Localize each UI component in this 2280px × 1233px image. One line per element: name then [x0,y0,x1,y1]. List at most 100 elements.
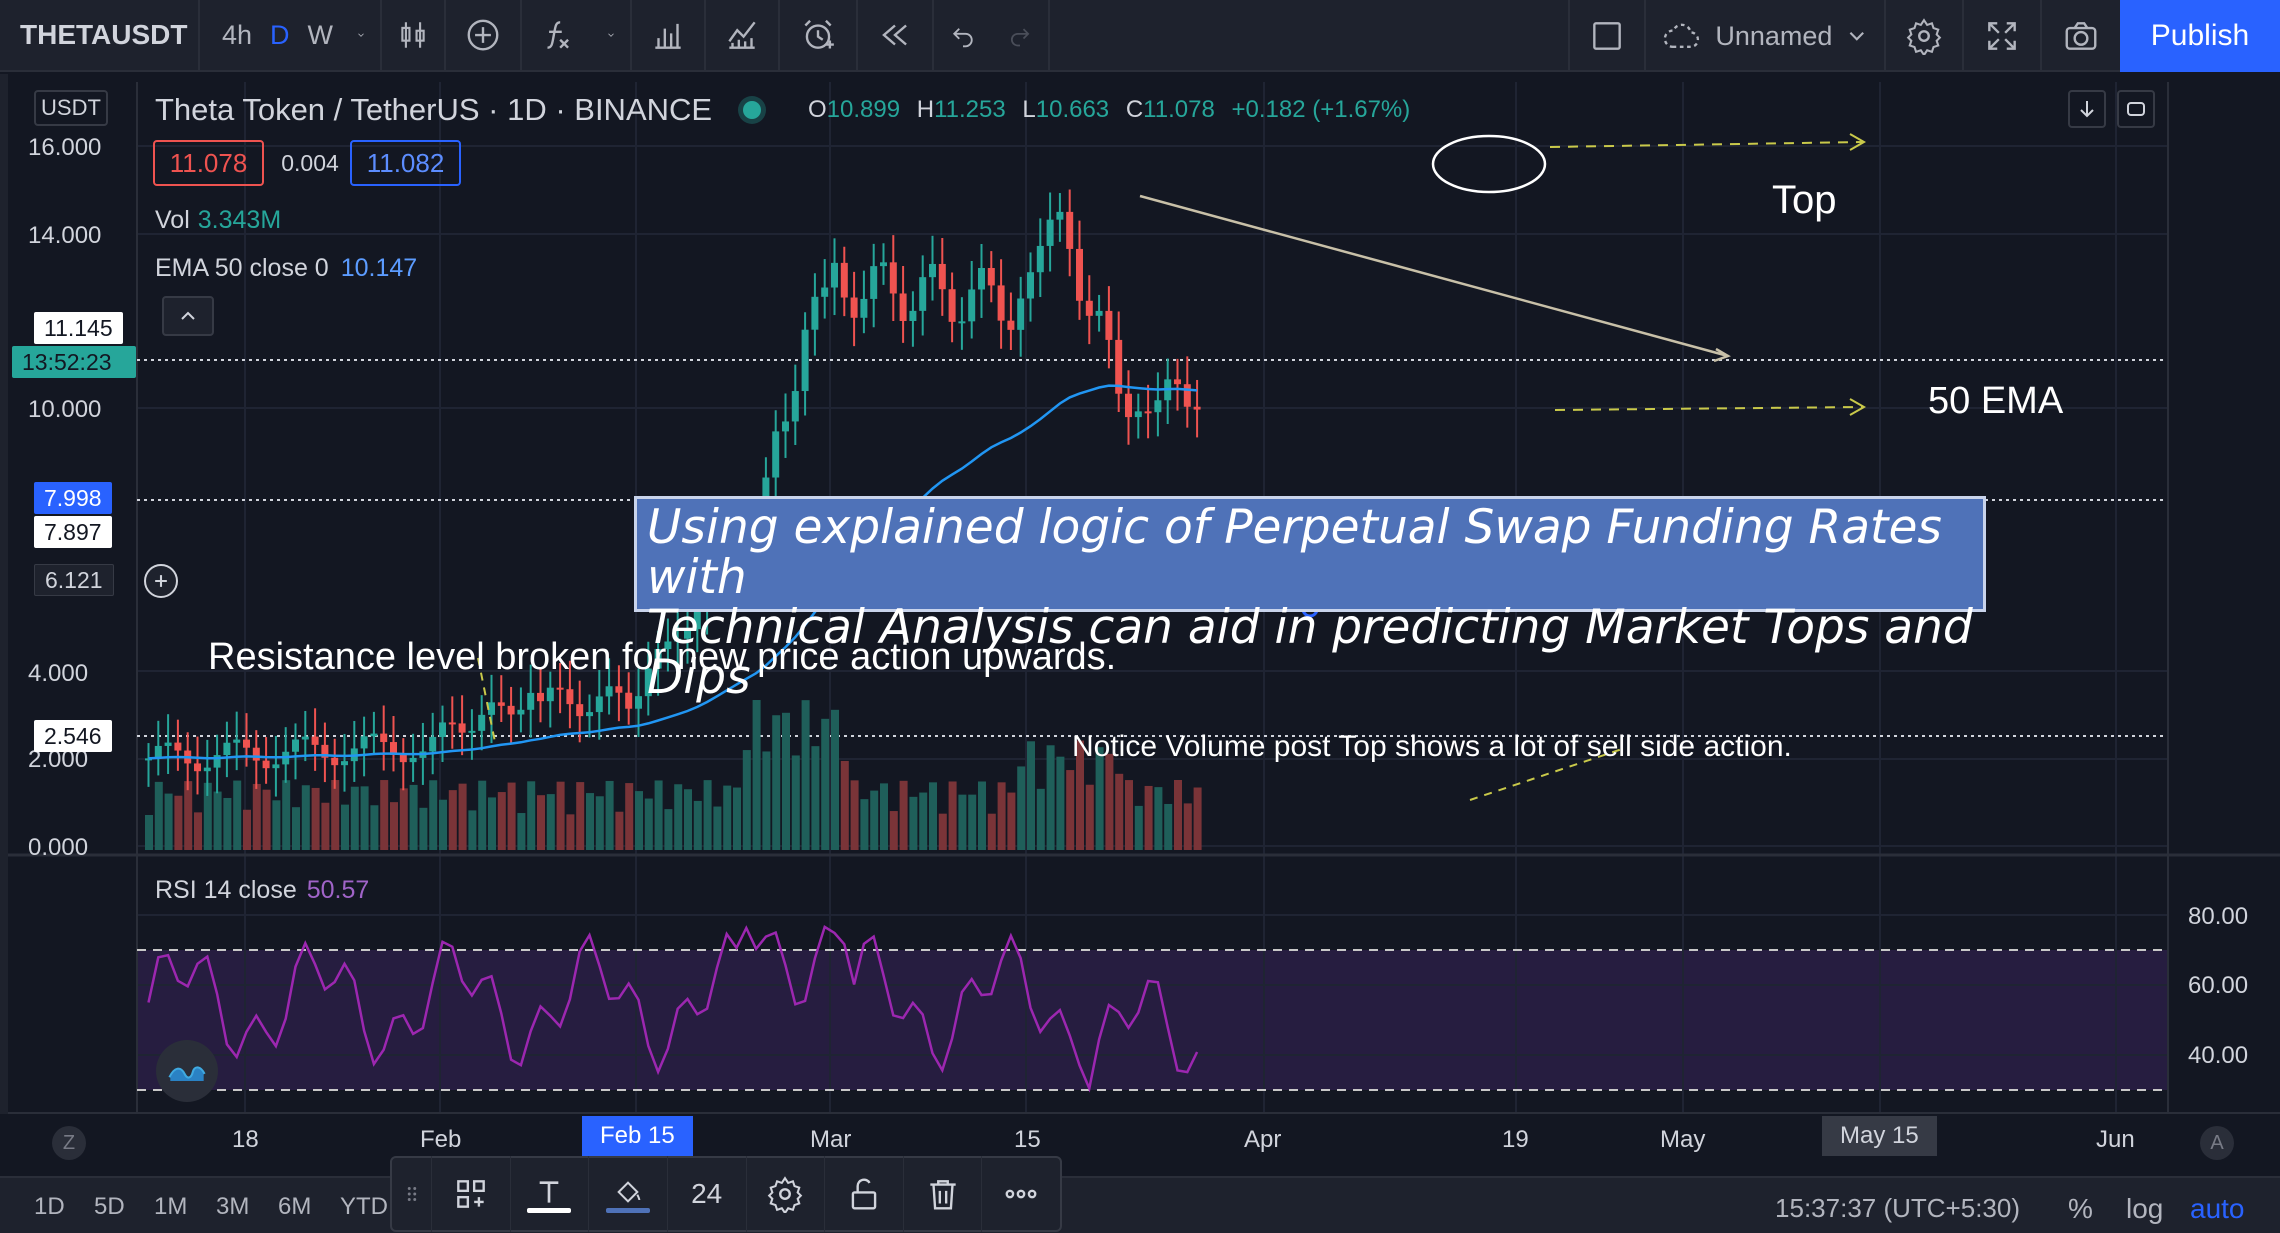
maximize-pane-button[interactable] [2117,90,2155,128]
ema-legend[interactable]: EMA 50 close 0 10.147 [155,254,418,282]
drag-handle[interactable] [392,1156,432,1232]
template-button[interactable] [432,1156,511,1232]
indicators-button[interactable] [522,0,592,71]
price-label: 4.000 [28,660,89,687]
log-toggle[interactable]: log [2126,1193,2164,1224]
range-1m[interactable]: 1M [154,1193,188,1220]
save-layout-button[interactable]: Unnamed [1646,0,1886,72]
symbol-legend[interactable]: Theta Token / TetherUS · 1D · BINANCE [155,92,783,128]
chart-area[interactable] [0,74,2280,1114]
time-axis-highlight[interactable]: Feb 15 [582,1116,693,1156]
text-icon [540,1180,559,1203]
compare-button[interactable] [446,0,523,71]
fullscreen-button[interactable] [1964,0,2042,72]
publish-button[interactable]: Publish [2120,0,2280,72]
price-tag-11145[interactable]: 11.145 [34,312,123,344]
paint-bucket-icon [617,1180,641,1203]
more-options-button[interactable] [982,1156,1060,1232]
callout-line-1: Using explained logic of Perpetual Swap … [647,500,1942,605]
redo-button[interactable] [992,0,1051,71]
range-5d[interactable]: 5D [94,1193,125,1220]
settings-button[interactable] [1886,0,1964,72]
chart-canvas[interactable] [0,74,2280,1114]
chevron-down-icon [1850,32,1865,41]
time-label: Jun [2096,1126,2135,1153]
timezone-clock[interactable]: 15:37:37 (UTC+5:30) [1775,1193,2020,1223]
ohlc-values: O10.899 H11.253 L10.663 C11.078 +0.182 (… [808,96,1411,123]
top-highlight-ellipse[interactable] [1431,134,1547,194]
ema-annotation[interactable]: 50 EMA [1928,380,2064,422]
top-toolbar: THETAUSDT 4h D W Unnamed [0,0,2280,72]
interval-4h[interactable]: 4h [222,19,253,50]
gear-icon [1906,18,1942,55]
rsi-legend[interactable]: RSI 14 close 50.57 [155,876,370,904]
text-color-button[interactable] [511,1156,590,1232]
sell-price-box[interactable]: 11.078 [153,140,264,186]
market-status-dot[interactable] [742,101,761,120]
font-size-button[interactable]: 24 [668,1156,747,1232]
price-label: 0.000 [28,834,89,861]
undo-button[interactable] [934,0,992,71]
delete-drawing-button[interactable] [904,1156,983,1232]
interval-w[interactable]: W [307,19,334,50]
range-6m[interactable]: 6M [278,1193,312,1220]
time-label: 18 [232,1126,259,1153]
trendline[interactable] [1139,194,1729,358]
volume-annotation[interactable]: Notice Volume post Top shows a lot of se… [1072,730,1792,763]
volume-pointer[interactable] [1469,747,1626,801]
range-1d[interactable]: 1D [34,1193,65,1220]
gear-icon [768,1176,803,1213]
indicators-dropdown[interactable] [592,0,633,71]
a-button[interactable]: A [2200,1126,2234,1160]
layout-button[interactable] [1568,0,1646,72]
rsi-line[interactable] [147,924,1199,1093]
rsi-band [137,950,2167,1090]
z-button[interactable]: Z [52,1126,86,1160]
tradingview-logo-icon [168,1066,206,1081]
scroll-to-latest-button[interactable] [2068,90,2106,128]
line-chart-icon [728,21,756,49]
alarm-clock-icon [804,19,834,49]
volume-legend[interactable]: Vol 3.343M [155,206,282,234]
price-label: 16.000 [28,134,102,161]
more-dots-icon [1005,1189,1037,1199]
grid-plus-icon [456,1180,485,1208]
resistance-annotation[interactable]: Resistance level broken for new price ac… [208,636,1117,678]
financials-button[interactable] [632,0,707,71]
add-price-line-button[interactable] [144,564,178,598]
auto-scale-toggle[interactable]: auto [2190,1193,2245,1224]
fill-color-button[interactable] [589,1156,668,1232]
unlock-icon [851,1178,877,1210]
ema-50-line[interactable] [148,384,1198,760]
range-3m[interactable]: 3M [216,1193,250,1220]
lock-drawing-button[interactable] [825,1156,904,1232]
rsi-axis-label: 40.00 [2188,1042,2249,1069]
interval-d[interactable]: D [270,19,290,50]
price-tag-2546[interactable]: 2.546 [34,720,112,752]
redo-icon [1011,28,1030,47]
candles-icon [401,22,425,48]
tradingview-logo[interactable] [156,1040,218,1102]
snapshot-button[interactable] [2042,0,2120,72]
price-tag-7998[interactable]: 7.998 [34,482,112,514]
templates-button[interactable] [706,0,781,71]
replay-button[interactable] [858,0,935,71]
price-tag-7897[interactable]: 7.897 [34,516,112,548]
callout-annotation[interactable]: Using explained logic of Perpetual Swap … [634,496,1986,703]
currency-button[interactable]: USDT [34,90,108,126]
alert-button[interactable] [780,0,859,71]
range-ytd[interactable]: YTD [340,1193,388,1220]
percent-toggle[interactable]: % [2068,1193,2093,1224]
rsi-axis-label: 80.00 [2188,903,2249,930]
collapse-legend-button[interactable] [162,296,214,336]
ema-value: 10.147 [340,254,418,282]
chart-type-button[interactable] [382,0,447,71]
top-annotation[interactable]: Top [1772,178,1837,222]
top-arrow[interactable] [1549,141,1863,148]
buy-price-box[interactable]: 11.082 [350,140,461,186]
ema-arrow[interactable] [1554,406,1863,411]
symbol-search[interactable]: THETAUSDT [0,0,200,71]
drawing-settings-button[interactable] [747,1156,826,1232]
interval-dropdown[interactable] [342,0,383,71]
cloud-icon [1663,23,1700,49]
